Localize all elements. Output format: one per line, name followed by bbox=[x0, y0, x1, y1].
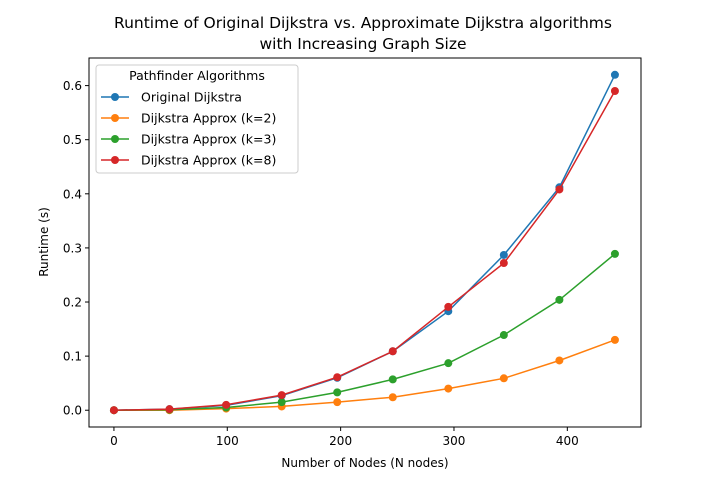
data-point bbox=[109, 406, 118, 415]
data-point bbox=[555, 185, 564, 194]
legend-label: Dijkstra Approx (k=8) bbox=[141, 153, 276, 168]
data-point bbox=[444, 302, 453, 311]
legend-item: Dijkstra Approx (k=8) bbox=[101, 153, 276, 168]
chart-title-line-2: with Increasing Graph Size bbox=[259, 35, 466, 53]
data-point bbox=[165, 405, 174, 414]
legend-marker bbox=[111, 135, 119, 143]
x-axis-label: Number of Nodes (N nodes) bbox=[281, 456, 448, 470]
x-tick-label: 0 bbox=[110, 434, 118, 448]
data-point bbox=[610, 87, 619, 96]
legend-title: Pathfinder Algorithms bbox=[129, 68, 265, 83]
data-point bbox=[277, 398, 286, 407]
data-point bbox=[499, 250, 508, 259]
legend-marker bbox=[111, 93, 119, 101]
y-axis-ticks: 0.0 0.1 0.2 0.3 0.4 0.5 0.6 bbox=[63, 79, 89, 418]
series-line bbox=[113, 253, 616, 411]
y-axis-label: Runtime (s) bbox=[37, 207, 51, 277]
legend-items: Original Dijkstra Dijkstra Approx (k=2) Di… bbox=[101, 90, 276, 168]
series-line bbox=[113, 90, 616, 411]
legend-marker bbox=[111, 156, 119, 164]
series-4 bbox=[109, 87, 619, 415]
data-point bbox=[499, 259, 508, 268]
legend-label: Dijkstra Approx (k=2) bbox=[141, 111, 276, 126]
data-point bbox=[555, 356, 564, 365]
legend-item: Dijkstra Approx (k=3) bbox=[101, 132, 276, 147]
y-tick-label: 0.3 bbox=[63, 241, 82, 255]
series-layer bbox=[109, 70, 619, 415]
y-tick-label: 0.2 bbox=[63, 296, 82, 310]
data-point bbox=[610, 335, 619, 344]
legend: Pathfinder Algorithms Original Dijkstra D… bbox=[95, 64, 299, 174]
y-tick-label: 0.1 bbox=[63, 350, 82, 364]
y-tick-label: 0.6 bbox=[63, 79, 82, 93]
legend-box bbox=[95, 64, 299, 174]
series-2 bbox=[109, 335, 619, 415]
data-point bbox=[388, 375, 397, 384]
data-point bbox=[277, 391, 286, 400]
data-point bbox=[333, 388, 342, 397]
data-point bbox=[222, 400, 231, 409]
legend-label: Dijkstra Approx (k=3) bbox=[141, 132, 276, 147]
data-point bbox=[444, 384, 453, 393]
data-point bbox=[499, 374, 508, 383]
data-point bbox=[499, 331, 508, 340]
y-tick-label: 0.5 bbox=[63, 133, 82, 147]
x-tick-label: 200 bbox=[329, 434, 352, 448]
data-point bbox=[388, 347, 397, 356]
y-tick-label: 0.4 bbox=[63, 187, 82, 201]
data-point bbox=[388, 393, 397, 402]
x-tick-label: 100 bbox=[216, 434, 239, 448]
chart-title-line-1: Runtime of Original Dijkstra vs. Approxi… bbox=[114, 14, 612, 32]
legend-label: Original Dijkstra bbox=[141, 90, 242, 105]
x-axis-ticks: 0 100 200 300 400 bbox=[110, 427, 579, 448]
plot-area bbox=[88, 57, 642, 428]
data-point bbox=[333, 398, 342, 407]
x-tick-label: 300 bbox=[443, 434, 466, 448]
series-line bbox=[113, 339, 616, 411]
data-point bbox=[555, 295, 564, 304]
series-3 bbox=[109, 249, 619, 415]
x-tick-label: 400 bbox=[556, 434, 579, 448]
legend-item: Original Dijkstra bbox=[101, 90, 242, 105]
data-point bbox=[610, 70, 619, 79]
y-tick-label: 0.0 bbox=[63, 404, 82, 418]
data-point bbox=[444, 359, 453, 368]
data-point bbox=[610, 249, 619, 258]
legend-item: Dijkstra Approx (k=2) bbox=[101, 111, 276, 126]
data-point bbox=[333, 373, 342, 382]
legend-marker bbox=[111, 114, 119, 122]
